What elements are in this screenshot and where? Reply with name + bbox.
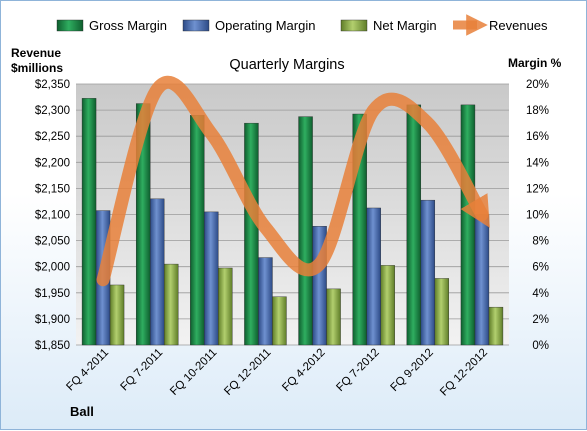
right-tick-label: 6% xyxy=(532,262,549,274)
left-tick-label: $2,150 xyxy=(35,183,70,195)
left-tick-label: $2,300 xyxy=(35,105,70,117)
chart-title: Quarterly Margins xyxy=(229,57,344,73)
net-margin-bar xyxy=(326,288,341,346)
legend-operating-margin-swatch xyxy=(182,19,210,32)
x-tick-label: FQ 12-2012 xyxy=(438,347,490,399)
right-tick-label: 16% xyxy=(526,131,549,143)
legend-gross-margin: Gross Margin xyxy=(89,18,167,33)
left-tick-label: $2,250 xyxy=(35,131,70,143)
left-tick-label: $1,950 xyxy=(35,288,70,300)
x-tick-label: FQ 12-2011 xyxy=(222,347,273,398)
gross-margin-bar xyxy=(298,116,313,346)
x-tick-label: FQ 7-2011 xyxy=(119,347,166,394)
right-tick-label: 12% xyxy=(526,183,549,195)
operating-margin-bar xyxy=(366,207,381,346)
left-tick-label: $2,350 xyxy=(35,79,70,91)
legend-revenues: Revenues xyxy=(489,18,548,33)
left-tick-label: $1,850 xyxy=(35,340,70,352)
operating-margin-bar xyxy=(258,257,273,346)
left-axis-title-line1: Revenue xyxy=(11,46,61,60)
legend-gross-margin-swatch xyxy=(56,19,84,32)
net-margin-bar xyxy=(488,306,504,346)
legend-net-margin-swatch xyxy=(340,19,368,32)
net-margin-bar xyxy=(434,278,450,346)
legend-operating-margin: Operating Margin xyxy=(215,18,315,33)
net-margin-bar xyxy=(109,284,125,346)
operating-margin-bar xyxy=(474,214,490,346)
x-axis-labels: FQ 4-2011 FQ 7-2011 FQ 10-2011 FQ 12-2011 FQ… xyxy=(64,347,490,399)
operating-margin-bar xyxy=(420,199,436,346)
left-tick-label: $2,050 xyxy=(35,236,70,248)
left-tick-label: $1,900 xyxy=(35,314,70,326)
right-tick-label: 0% xyxy=(532,340,549,352)
legend-net-margin: Net Margin xyxy=(373,18,437,33)
x-tick-label: FQ 4-2012 xyxy=(280,347,327,394)
gross-margin-bar xyxy=(406,104,422,346)
net-margin-bar xyxy=(163,263,179,346)
right-tick-label: 10% xyxy=(526,210,549,222)
net-margin-bar xyxy=(218,267,233,346)
left-tick-label: $2,000 xyxy=(35,262,70,274)
operating-margin-bar xyxy=(204,211,219,346)
legend: Gross Margin Operating Margin Net Margin Re… xyxy=(56,14,548,36)
x-tick-label: FQ 10-2011 xyxy=(168,347,219,398)
left-tick-label: $2,200 xyxy=(35,157,70,169)
right-tick-label: 20% xyxy=(526,79,549,91)
right-tick-label: 14% xyxy=(526,157,549,169)
gross-margin-bar xyxy=(244,122,259,346)
gross-margin-bar xyxy=(81,98,97,346)
left-axis-ticks: $1,850 $1,900 $1,950 $2,000 $2,050 $2,100 $2,1… xyxy=(35,79,70,352)
x-tick-label: FQ 9-2012 xyxy=(389,347,436,394)
right-tick-label: 18% xyxy=(526,105,549,117)
x-tick-label: FQ 7-2012 xyxy=(334,347,381,394)
left-tick-label: $2,100 xyxy=(35,210,70,222)
right-tick-label: 4% xyxy=(532,288,549,300)
gross-margin-bar xyxy=(460,104,476,346)
x-tick-label: FQ 4-2011 xyxy=(64,347,111,394)
net-margin-bar xyxy=(380,265,395,346)
gross-margin-bar xyxy=(190,115,205,346)
revenue-line xyxy=(96,75,490,287)
right-tick-label: 8% xyxy=(532,236,549,248)
footer-label: Ball xyxy=(70,404,94,419)
net-margin-bar xyxy=(272,296,287,346)
operating-margin-bar xyxy=(149,198,165,346)
revenue-series-line xyxy=(96,75,490,287)
right-axis-title: Margin % xyxy=(508,56,562,70)
right-axis-ticks: 0% 2% 4% 6% 8% 10% 12% 14% 16% 18% 20% xyxy=(526,79,549,352)
right-tick-label: 2% xyxy=(532,314,549,326)
left-axis-title-line2: $millions xyxy=(11,61,63,75)
